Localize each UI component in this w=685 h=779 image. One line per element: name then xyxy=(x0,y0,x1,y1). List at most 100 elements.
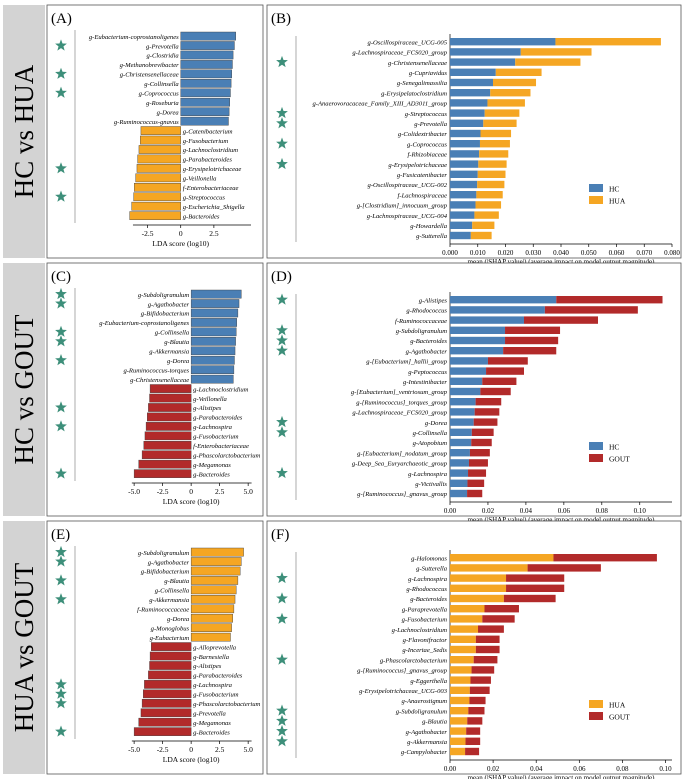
lda-bar-label: g-Akkermansia xyxy=(149,597,190,604)
lda-bar xyxy=(180,41,235,50)
shap-bar-label: g-Fusobacterium xyxy=(402,617,448,624)
lda-bar xyxy=(190,632,231,642)
shap-bar-label: g-Oscillospiraceae_UCG-002 xyxy=(368,182,448,189)
lda-bar-label: g-Monoglobus xyxy=(151,625,190,632)
significance-star-icon xyxy=(276,466,288,479)
lda-bar xyxy=(190,585,237,595)
shap-bar-hua xyxy=(450,727,467,735)
shap-bar-hc xyxy=(450,160,479,168)
shap-bar-hc xyxy=(450,68,496,76)
lda-bar xyxy=(144,431,192,441)
significance-star-icon xyxy=(55,697,67,709)
significance-star-icon xyxy=(276,612,288,624)
lda-bar xyxy=(135,173,181,183)
lda-bar-label: g-Bacteroides xyxy=(183,213,220,220)
x-tick-label: 0.050 xyxy=(581,249,597,257)
lda-bar xyxy=(180,107,230,116)
lda-bar-label: g-Lachnospira xyxy=(193,424,233,431)
lda-bar xyxy=(129,211,181,220)
shap-bar-label: g-Bacteroides xyxy=(410,596,447,603)
significance-star-icon xyxy=(55,335,67,347)
x-tick-label: -2.5 xyxy=(157,487,169,496)
shap-bar-hua xyxy=(484,109,520,117)
shap-bar-hua xyxy=(515,58,581,66)
significance-star-icon xyxy=(276,704,288,716)
lda-bar xyxy=(190,557,242,566)
legend-label: HUA xyxy=(609,701,626,710)
shap-bar-gout xyxy=(465,747,480,756)
significance-star-icon xyxy=(276,293,288,305)
x-tick-label: 0.04 xyxy=(530,765,543,773)
x-tick-label: -5.0 xyxy=(128,487,140,496)
x-tick-label: 0.06 xyxy=(573,765,586,773)
x-tick-label: 0.04 xyxy=(520,507,533,515)
shap-bar-gout xyxy=(505,326,561,334)
row-label-bg xyxy=(3,521,45,774)
shap-bar-hua xyxy=(450,574,507,582)
shap-bar-gout xyxy=(469,449,490,457)
shap-bar-label: g-[Ruminococcus]_gnavus_group xyxy=(357,668,448,675)
shap-bar-hua xyxy=(478,160,507,168)
shap-bar-hc xyxy=(450,326,506,334)
lda-bar xyxy=(144,680,192,689)
lda-bar-label: g-Collinsella xyxy=(155,330,190,337)
lda-bar xyxy=(180,31,236,41)
shap-bar-hua xyxy=(450,584,507,592)
significance-star-icon xyxy=(276,724,288,737)
lda-bar-label: g-Megamonas xyxy=(193,720,231,727)
lda-bar xyxy=(180,50,234,60)
x-axis-label: mean (|SHAP value|) (average impact on m… xyxy=(468,774,655,779)
shap-bar-hua xyxy=(520,48,592,56)
significance-star-icon xyxy=(55,467,67,479)
shap-bar-label: g-Collinsella xyxy=(413,430,448,437)
lda-bar xyxy=(143,689,192,699)
x-tick-label: 0.040 xyxy=(553,249,569,257)
shap-bar-label: g-Flavonifractor xyxy=(403,637,448,644)
lda-bar-label: g-Bacteroides xyxy=(193,729,230,736)
shap-bar-hc xyxy=(450,387,481,396)
shap-bar-hua xyxy=(450,564,528,572)
lda-bar xyxy=(190,355,235,365)
shap-bar-label: g-Cupriavidus xyxy=(409,70,448,77)
lda-bar xyxy=(190,299,240,308)
shap-bar-gout xyxy=(468,707,485,715)
significance-star-icon xyxy=(55,401,67,413)
shap-bar-label: g-Lachnospiraceae_FCS020_group xyxy=(352,50,447,57)
shap-bar-hc xyxy=(450,479,468,487)
shap-bar-hua xyxy=(450,554,554,562)
shap-bar-hc xyxy=(450,78,494,87)
shap-bar-label: g-Erysipelotrichaceae xyxy=(388,162,447,169)
panel-letter: (D) xyxy=(271,269,292,285)
x-tick-label: 0.010 xyxy=(470,249,486,257)
shap-bar-gout xyxy=(484,605,519,613)
lda-bar-label: g-Agathobacter xyxy=(148,559,190,566)
lda-bar-label: g-Lachnospira xyxy=(193,682,233,689)
x-tick-label: 0.020 xyxy=(498,249,514,257)
shap-bar-gout xyxy=(471,666,495,674)
x-tick-label: 2.5 xyxy=(215,745,225,754)
x-tick-label: 0.030 xyxy=(525,249,541,257)
shap-bar-gout xyxy=(475,645,500,654)
panel-letter: (E) xyxy=(51,527,70,543)
shap-bar-hua xyxy=(450,676,471,684)
lda-bar-label: g-Parabacteroides xyxy=(183,157,233,164)
lda-bar xyxy=(138,145,181,154)
shap-bar-hua xyxy=(475,201,502,209)
x-tick-label: 0.070 xyxy=(636,249,652,257)
lda-bar xyxy=(147,412,192,422)
x-tick-label: 0.02 xyxy=(482,507,495,515)
lda-bar-label: g-Subdoligranulum xyxy=(138,550,190,557)
significance-star-icon xyxy=(55,39,67,51)
shap-bar-hua xyxy=(450,747,466,756)
row-label-bg xyxy=(3,263,45,516)
lda-bar xyxy=(149,651,192,661)
shap-bar-label: g-Senegalimassilia xyxy=(397,80,448,87)
lda-bar-label: g-Collinsella xyxy=(155,588,190,595)
lda-bar-label: g-Fusobacterium xyxy=(193,692,239,699)
shap-bar-gout xyxy=(475,635,500,643)
x-axis-label: LDA score (log10) xyxy=(163,497,220,506)
lda-bar-label: g-Eubacterium-coprostanoligenes xyxy=(89,34,179,41)
shap-bar-label: g-Fusicatenibacter xyxy=(397,172,448,179)
lda-bar xyxy=(133,192,181,202)
lda-bar-label: g-Roseburia xyxy=(146,100,179,107)
